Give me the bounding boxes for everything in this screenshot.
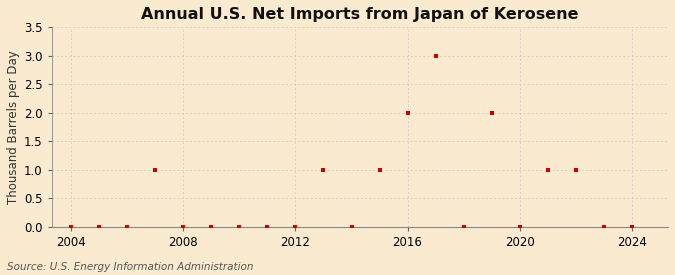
Point [122, 225, 133, 229]
Y-axis label: Thousand Barrels per Day: Thousand Barrels per Day [7, 50, 20, 204]
Point [94, 225, 105, 229]
Point [262, 225, 273, 229]
Point [458, 225, 469, 229]
Point [402, 111, 413, 115]
Point [206, 225, 217, 229]
Point [486, 111, 497, 115]
Point [514, 225, 525, 229]
Text: Source: U.S. Energy Information Administration: Source: U.S. Energy Information Administ… [7, 262, 253, 272]
Point [626, 225, 637, 229]
Point [598, 225, 609, 229]
Point [178, 225, 189, 229]
Title: Annual U.S. Net Imports from Japan of Kerosene: Annual U.S. Net Imports from Japan of Ke… [141, 7, 578, 22]
Point [290, 225, 301, 229]
Point [66, 225, 77, 229]
Point [150, 167, 161, 172]
Point [234, 225, 245, 229]
Point [318, 167, 329, 172]
Point [430, 54, 441, 58]
Point [542, 167, 553, 172]
Point [346, 225, 357, 229]
Point [374, 167, 385, 172]
Point [570, 167, 581, 172]
